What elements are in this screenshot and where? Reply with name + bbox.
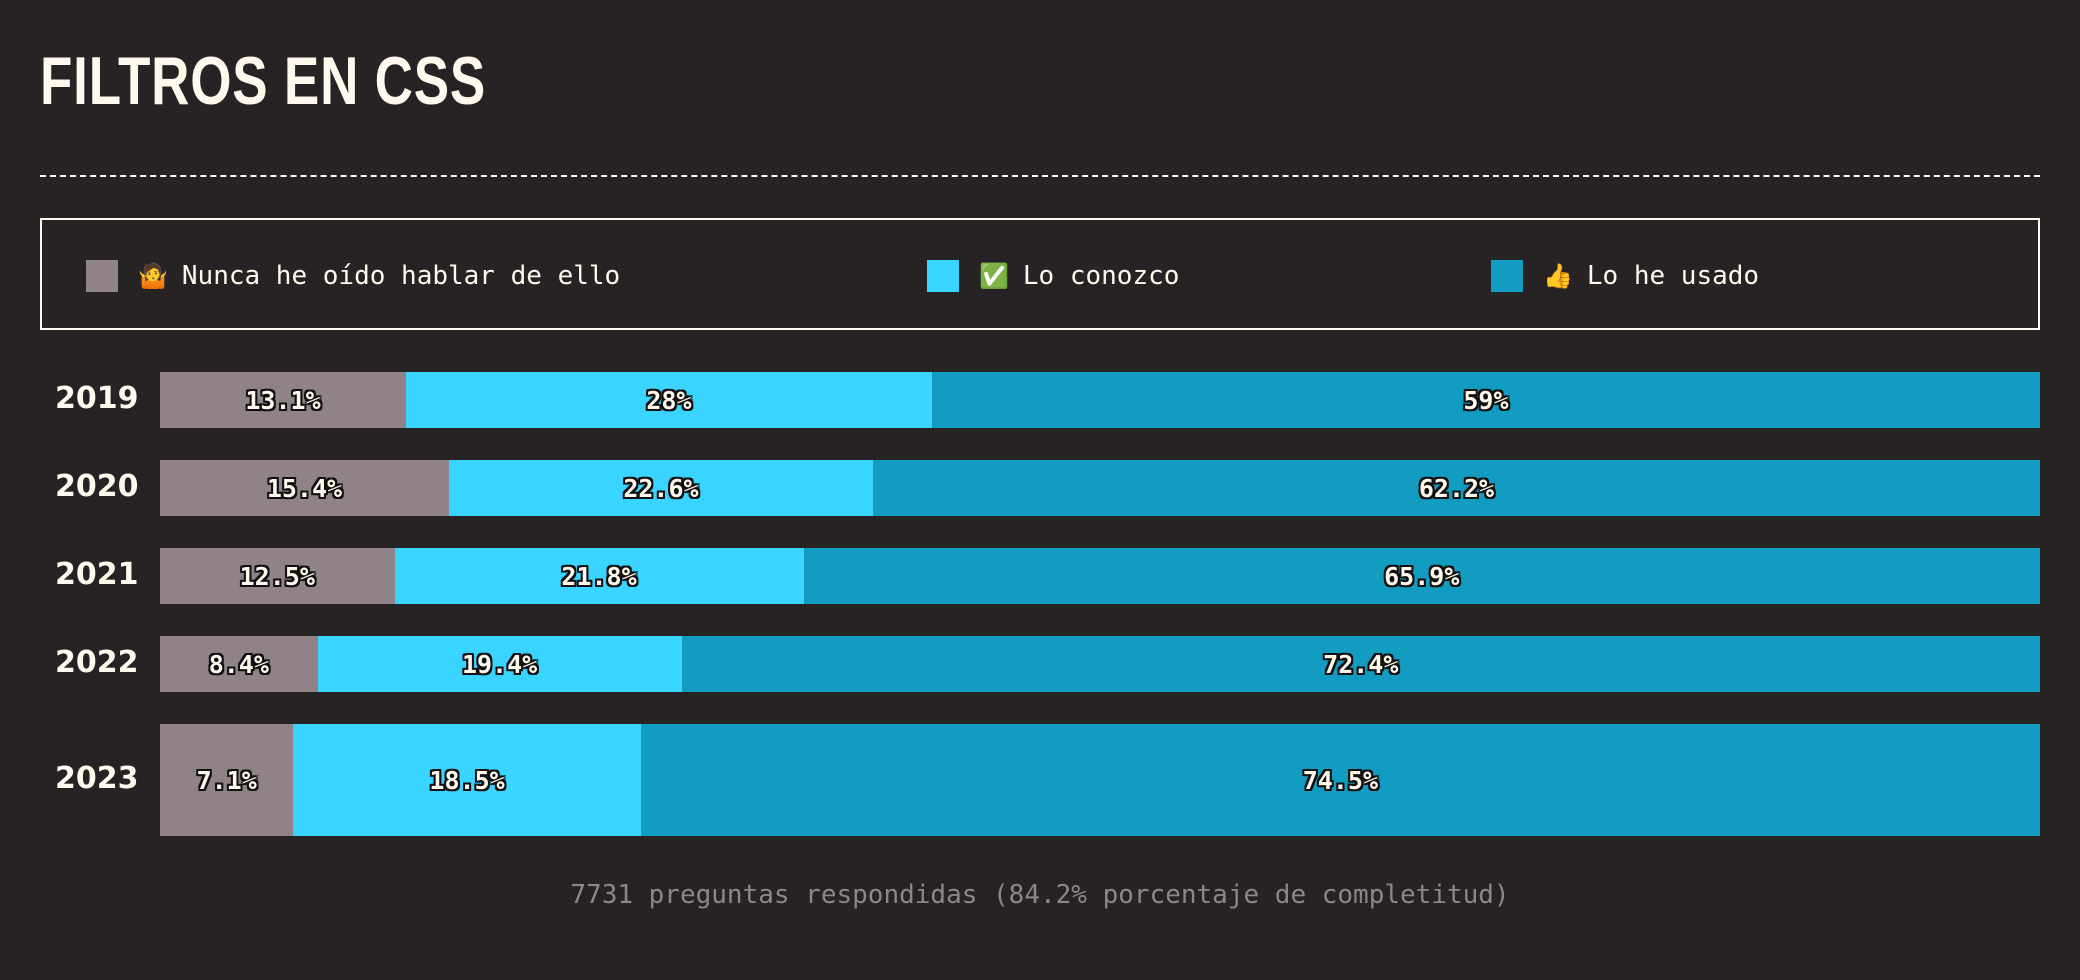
legend-swatch-usado: [1491, 260, 1523, 292]
bar-segment[interactable]: 18.5%: [293, 724, 641, 836]
stacked-bar: 8.4% 19.4% 72.4%: [160, 636, 2040, 692]
bar-segment[interactable]: 12.5%: [160, 548, 395, 604]
bar-segment[interactable]: 13.1%: [160, 372, 407, 428]
legend-item-usado[interactable]: 👍 Lo he usado: [1491, 260, 1759, 292]
dashed-divider: [40, 175, 2040, 177]
thumbs-up-icon: 👍: [1543, 262, 1573, 290]
bar-segment[interactable]: 7.1%: [160, 724, 294, 836]
check-mark-icon: ✅: [979, 262, 1009, 290]
bar-segment[interactable]: 62.2%: [872, 460, 2040, 516]
data-label: 21.8%: [561, 561, 637, 591]
stacked-bar: 7.1% 18.5% 74.5%: [160, 724, 2040, 836]
bar-segment[interactable]: 21.8%: [394, 548, 804, 604]
year-label: 2019: [55, 381, 139, 416]
data-label: 12.5%: [239, 561, 315, 591]
data-label: 74.5%: [1302, 765, 1378, 795]
footer-stats: 7731 preguntas respondidas (84.2% porcen…: [570, 880, 1510, 910]
data-label: 7.1%: [196, 765, 257, 795]
year-label: 2023: [55, 761, 139, 796]
bar-segment[interactable]: 22.6%: [448, 460, 873, 516]
chart-title: FILTROS EN CSS: [40, 43, 487, 119]
data-label: 62.2%: [1418, 473, 1495, 503]
year-label: 2022: [55, 645, 139, 680]
year-label: 2020: [55, 469, 139, 504]
legend-swatch-nunca: [86, 260, 118, 292]
bar-segment[interactable]: 59%: [931, 372, 2040, 428]
data-label: 72.4%: [1323, 649, 1399, 679]
year-label: 2021: [55, 557, 139, 592]
data-label: 59%: [1463, 385, 1509, 415]
bar-segment[interactable]: 65.9%: [803, 548, 2040, 604]
data-label: 65.9%: [1384, 561, 1460, 591]
data-label: 13.1%: [245, 385, 321, 415]
data-label: 19.4%: [461, 649, 538, 679]
legend-item-conozco[interactable]: ✅ Lo conozco: [927, 260, 1179, 292]
data-label: 22.6%: [623, 473, 699, 503]
data-label: 15.4%: [266, 473, 343, 503]
bar-segment[interactable]: 74.5%: [640, 724, 2040, 836]
legend-label-nunca: Nunca he oído hablar de ello: [181, 261, 621, 291]
data-label: 28%: [646, 385, 692, 415]
bar-segment[interactable]: 72.4%: [681, 636, 2040, 692]
shrug-icon: 🤷: [138, 262, 168, 290]
legend-label-conozco: Lo conozco: [1022, 261, 1180, 291]
legend-swatch-conozco: [927, 260, 959, 292]
legend-item-nunca[interactable]: 🤷 Nunca he oído hablar de ello: [86, 260, 620, 292]
stacked-bar: 12.5% 21.8% 65.9%: [160, 548, 2040, 604]
legend-label-usado: Lo he usado: [1586, 261, 1760, 291]
data-label: 18.5%: [429, 765, 505, 795]
stacked-bar: 15.4% 22.6% 62.2%: [160, 460, 2040, 516]
bar-segment[interactable]: 28%: [406, 372, 932, 428]
bar-segment[interactable]: 15.4%: [160, 460, 449, 516]
bar-segment[interactable]: 8.4%: [160, 636, 318, 692]
data-label: 8.4%: [208, 649, 269, 679]
stacked-bar: 13.1% 28% 59%: [160, 372, 2040, 428]
bar-segment[interactable]: 19.4%: [317, 636, 682, 692]
legend: 🤷 Nunca he oído hablar de ello ✅ Lo cono…: [40, 218, 2040, 330]
